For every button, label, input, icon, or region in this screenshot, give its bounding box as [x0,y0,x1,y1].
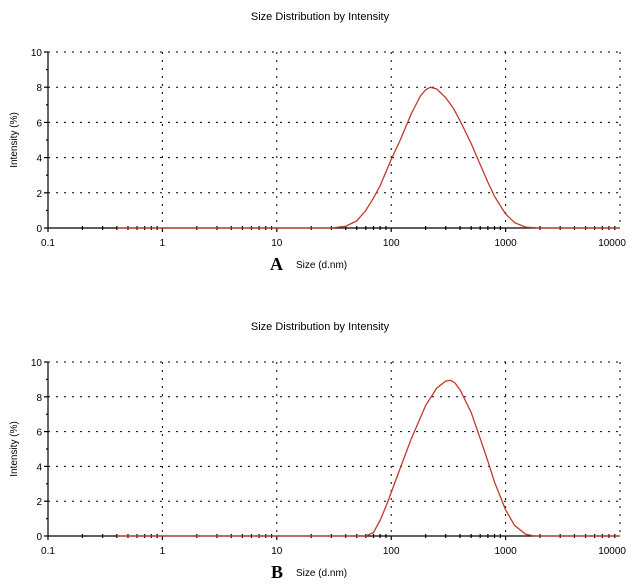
x-tick-label: 10 [271,546,283,557]
y-tick-label: 8 [36,393,42,404]
panel-label: B [271,562,283,582]
y-tick-label: 8 [36,83,42,94]
x-tick-label: 10000 [598,546,626,557]
y-tick-label: 0 [36,532,42,543]
y-tick-label: 10 [31,48,43,59]
y-axis-label: Intensity (%) [9,112,20,168]
x-tick-label: 1 [160,546,166,557]
x-tick-label: 0.1 [41,546,55,557]
x-tick-label: 1000 [494,238,517,249]
series-line [116,379,620,537]
y-tick-label: 4 [36,462,42,473]
y-tick-label: 10 [31,358,43,369]
x-tick-label: 1000 [494,546,517,557]
x-tick-label: 0.1 [41,238,55,249]
y-tick-label: 6 [36,118,42,129]
y-tick-label: 6 [36,428,42,439]
x-axis-label: Size (d.nm) [296,260,347,271]
y-tick-label: 4 [36,154,42,165]
x-tick-label: 1 [160,238,166,249]
x-tick-label: 10000 [598,238,626,249]
y-tick-label: 0 [36,224,42,235]
chart-title: Size Distribution by Intensity [251,321,390,333]
x-tick-label: 100 [383,238,400,249]
y-tick-label: 2 [36,497,42,508]
x-tick-label: 100 [383,546,400,557]
y-tick-label: 2 [36,189,42,200]
chart-title: Size Distribution by Intensity [251,11,390,23]
panel-label: A [270,254,283,274]
y-axis-label: Intensity (%) [9,421,20,477]
x-tick-label: 10 [271,238,283,249]
x-axis-label: Size (d.nm) [296,568,347,579]
series-line [116,86,620,229]
